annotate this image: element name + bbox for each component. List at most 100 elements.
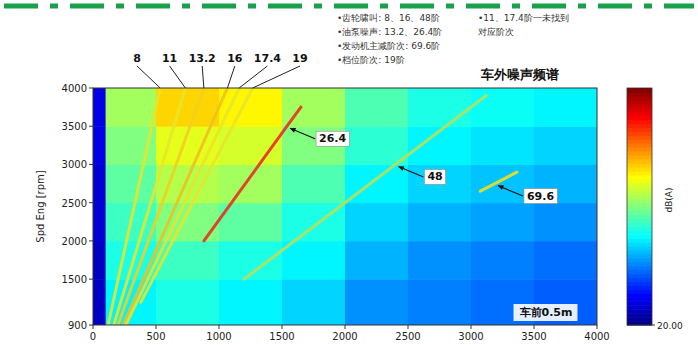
colorbar-step xyxy=(627,100,652,105)
colorbar-step xyxy=(627,155,652,160)
heat-cell xyxy=(93,126,106,165)
leader-line xyxy=(202,66,204,88)
x-tick-label: 500 xyxy=(146,331,165,342)
order-label: 48 xyxy=(427,170,442,183)
colorbar-step xyxy=(627,191,652,196)
colorbar-step xyxy=(627,313,652,318)
heat-cell xyxy=(156,241,220,280)
label-patch xyxy=(316,131,349,146)
colorbar-step xyxy=(627,210,652,215)
heat-cell xyxy=(345,279,409,325)
x-tick-label: 0 xyxy=(90,331,96,342)
x-tick-label: 4000 xyxy=(584,331,609,342)
arrow-head xyxy=(290,128,296,133)
x-tick xyxy=(219,325,220,329)
y-tick-label: 900 xyxy=(68,320,87,331)
x-tick-label: 1500 xyxy=(269,331,294,342)
label-patch xyxy=(524,189,557,204)
y-tick-label: 2500 xyxy=(62,198,87,209)
note: •油泵噪声: 13.2、26.4阶 xyxy=(337,27,442,37)
colorbar-step xyxy=(627,317,652,322)
y-tick-label: 2000 xyxy=(62,236,87,247)
x-tick xyxy=(156,325,157,329)
heat-cell xyxy=(408,88,472,127)
note: •发动机主减阶次: 69.6阶 xyxy=(337,41,440,51)
colorbar-step xyxy=(627,207,652,212)
colorbar-step xyxy=(627,167,652,172)
order-label: 69.6 xyxy=(527,190,554,203)
colorbar-step xyxy=(627,199,652,204)
heat-cell xyxy=(282,279,346,325)
heat-cell xyxy=(282,164,346,203)
heat-cell xyxy=(93,241,106,280)
heat-cell xyxy=(345,241,409,280)
colorbar-tick xyxy=(652,325,655,326)
order-line xyxy=(123,88,227,325)
heat-cell xyxy=(534,203,597,242)
x-tick-label: 2000 xyxy=(332,331,357,342)
note: •档位阶次: 19阶 xyxy=(337,55,405,65)
x-tick xyxy=(597,325,598,329)
x-tick xyxy=(534,325,535,329)
y-tick-label: 3000 xyxy=(62,159,87,170)
heat-cell xyxy=(93,88,106,127)
heat-cell xyxy=(471,203,535,242)
colorbar-step xyxy=(627,195,652,200)
heat-cell xyxy=(282,241,346,280)
order-line xyxy=(244,96,486,280)
heat-cell xyxy=(156,88,220,127)
arrow-head xyxy=(398,166,404,171)
heat-cell xyxy=(219,164,283,203)
y-tick xyxy=(89,88,93,89)
colorbar-step xyxy=(627,278,652,283)
colorbar-title: dB(A) xyxy=(664,187,674,212)
leader-line xyxy=(239,66,267,88)
colorbar-step xyxy=(627,187,652,192)
colorbar-step xyxy=(627,143,652,148)
x-tick xyxy=(408,325,409,329)
x-tick xyxy=(93,325,94,329)
note: •齿轮啸叫: 8、16、48阶 xyxy=(337,13,440,23)
chart-title: 车外噪声频谱 xyxy=(480,67,559,82)
colorbar-step xyxy=(627,234,652,239)
colorbar-step xyxy=(627,120,652,125)
arrow xyxy=(290,128,315,139)
order-line xyxy=(126,88,239,325)
order-label: 26.4 xyxy=(319,132,346,145)
leader-line xyxy=(227,66,234,88)
colorbar-step xyxy=(627,226,652,231)
chart: 0500100015002000250030003500400090015002… xyxy=(0,0,698,345)
colorbar-step xyxy=(627,88,652,93)
colorbar-step xyxy=(627,203,652,208)
colorbar xyxy=(627,88,652,326)
colorbar-step xyxy=(627,108,652,113)
colorbar-step xyxy=(627,112,652,117)
heat-cell xyxy=(156,203,220,242)
colorbar-step xyxy=(627,282,652,287)
y-tick xyxy=(89,202,93,203)
colorbar-step xyxy=(627,242,652,247)
x-tick-label: 2500 xyxy=(395,331,420,342)
y-tick xyxy=(89,240,93,241)
x-tick xyxy=(345,325,346,329)
label-patch xyxy=(424,169,445,184)
colorbar-step xyxy=(627,104,652,109)
x-tick-label: 3500 xyxy=(521,331,546,342)
heat-cell xyxy=(93,279,106,325)
colorbar-step xyxy=(627,309,652,314)
order-line xyxy=(108,88,160,325)
colorbar-step xyxy=(627,179,652,184)
note-box xyxy=(514,304,578,321)
colorbar-step xyxy=(627,238,652,243)
heat-cell xyxy=(345,164,409,203)
colorbar-step xyxy=(627,297,652,302)
colorbar-step xyxy=(627,124,652,129)
heat-cell xyxy=(106,164,157,203)
colorbar-step xyxy=(627,139,652,144)
heat-cell xyxy=(93,203,106,242)
order-label: 17.4 xyxy=(254,52,281,65)
y-tick xyxy=(89,126,93,127)
order-line xyxy=(480,172,517,191)
colorbar-tick-label: 20.00 xyxy=(657,321,683,331)
heat-cell xyxy=(471,126,535,165)
